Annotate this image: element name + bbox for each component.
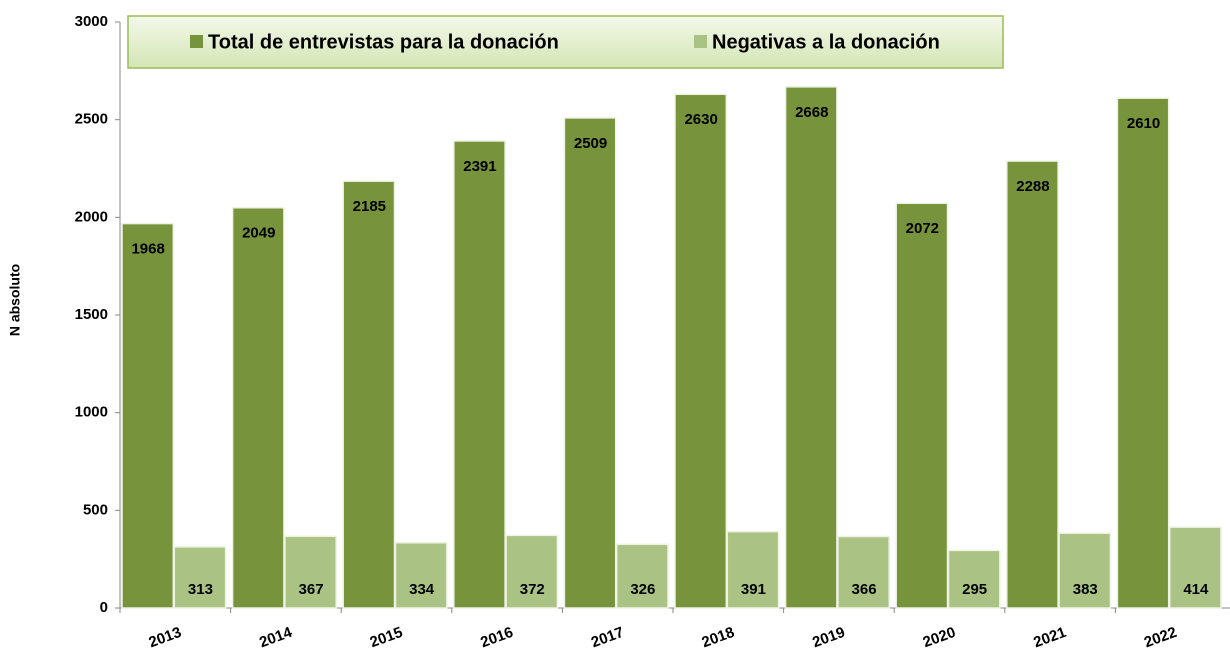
bar <box>453 140 506 609</box>
data-label: 414 <box>1183 581 1209 598</box>
data-label: 2391 <box>463 158 496 175</box>
data-label: 2072 <box>906 220 939 237</box>
x-tick-label: 2018 <box>700 624 737 651</box>
x-tick-label: 2016 <box>478 624 515 651</box>
y-tick-label: 2500 <box>75 111 108 128</box>
bar <box>1168 526 1222 609</box>
data-label: 2509 <box>574 135 607 152</box>
legend-label: Negativas a la donación <box>712 31 940 53</box>
y-tick-label: 0 <box>100 599 108 616</box>
data-label: 372 <box>520 581 545 598</box>
legend-box <box>127 15 1004 69</box>
data-label: 2630 <box>684 111 717 128</box>
data-label: 334 <box>409 581 435 598</box>
bar <box>173 546 227 609</box>
bar <box>895 202 949 609</box>
data-label: 2288 <box>1016 178 1049 195</box>
y-tick-label: 2000 <box>75 208 108 225</box>
bar <box>394 542 448 609</box>
x-tick-label: 2020 <box>921 624 958 651</box>
x-tick-label: 2015 <box>368 624 405 651</box>
data-label: 366 <box>852 581 877 598</box>
bar <box>284 535 337 609</box>
bar <box>505 534 559 609</box>
bar <box>1006 160 1059 609</box>
x-tick-label: 2013 <box>147 624 184 651</box>
data-label: 2610 <box>1127 115 1160 132</box>
bar <box>837 535 890 609</box>
legend-label: Total de entrevistas para la donación <box>208 31 559 53</box>
data-label: 383 <box>1073 581 1098 598</box>
bar <box>784 86 838 609</box>
bar <box>231 207 285 609</box>
bar <box>726 530 780 609</box>
y-tick-label: 3000 <box>75 13 108 30</box>
data-label: 295 <box>962 581 987 598</box>
data-label: 2049 <box>242 225 275 242</box>
data-label: 313 <box>188 581 213 598</box>
bar <box>121 222 175 609</box>
data-label: 391 <box>741 581 766 598</box>
data-label: 2668 <box>795 104 828 121</box>
data-label: 2185 <box>353 198 386 215</box>
x-tick-label: 2014 <box>257 624 295 652</box>
bar <box>674 93 728 609</box>
bar <box>342 180 396 609</box>
x-tick-label: 2022 <box>1142 624 1179 651</box>
bar <box>1058 532 1112 609</box>
y-tick-label: 1500 <box>75 306 108 323</box>
data-label: 326 <box>630 581 655 598</box>
y-tick-label: 500 <box>83 501 108 518</box>
x-tick-label: 2017 <box>589 624 626 651</box>
bar <box>563 117 617 609</box>
data-label: 367 <box>299 581 324 598</box>
data-label: 1968 <box>131 241 164 258</box>
x-tick-label: 2021 <box>1031 624 1068 651</box>
x-tick-label: 2019 <box>810 624 847 651</box>
bar <box>1116 97 1170 609</box>
bar <box>615 543 669 609</box>
legend-swatch <box>190 35 203 48</box>
y-axis-label: N absoluto <box>7 264 23 336</box>
bar <box>947 549 1001 609</box>
legend-swatch <box>694 35 707 48</box>
y-tick-label: 1000 <box>75 404 108 421</box>
